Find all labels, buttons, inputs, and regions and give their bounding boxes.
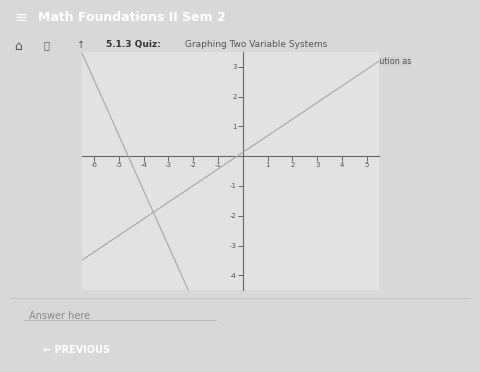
Text: Solve the system of equations with graph given below. Write the solution as: Solve the system of equations with graph… bbox=[106, 57, 411, 66]
Text: ← PREVIOUS: ← PREVIOUS bbox=[43, 345, 110, 355]
Text: ↑: ↑ bbox=[77, 41, 85, 50]
Text: 5.1.3 Quiz:: 5.1.3 Quiz: bbox=[106, 41, 160, 49]
Text: Graphing Two Variable Systems: Graphing Two Variable Systems bbox=[182, 41, 328, 49]
Text: 📎: 📎 bbox=[43, 41, 49, 50]
Text: an ordered pair (x, y).: an ordered pair (x, y). bbox=[106, 71, 193, 80]
Text: ⌂: ⌂ bbox=[14, 41, 22, 54]
Text: Answer here: Answer here bbox=[29, 311, 90, 321]
Text: ≡: ≡ bbox=[14, 10, 27, 25]
Text: Math Foundations II Sem 2: Math Foundations II Sem 2 bbox=[38, 11, 226, 24]
